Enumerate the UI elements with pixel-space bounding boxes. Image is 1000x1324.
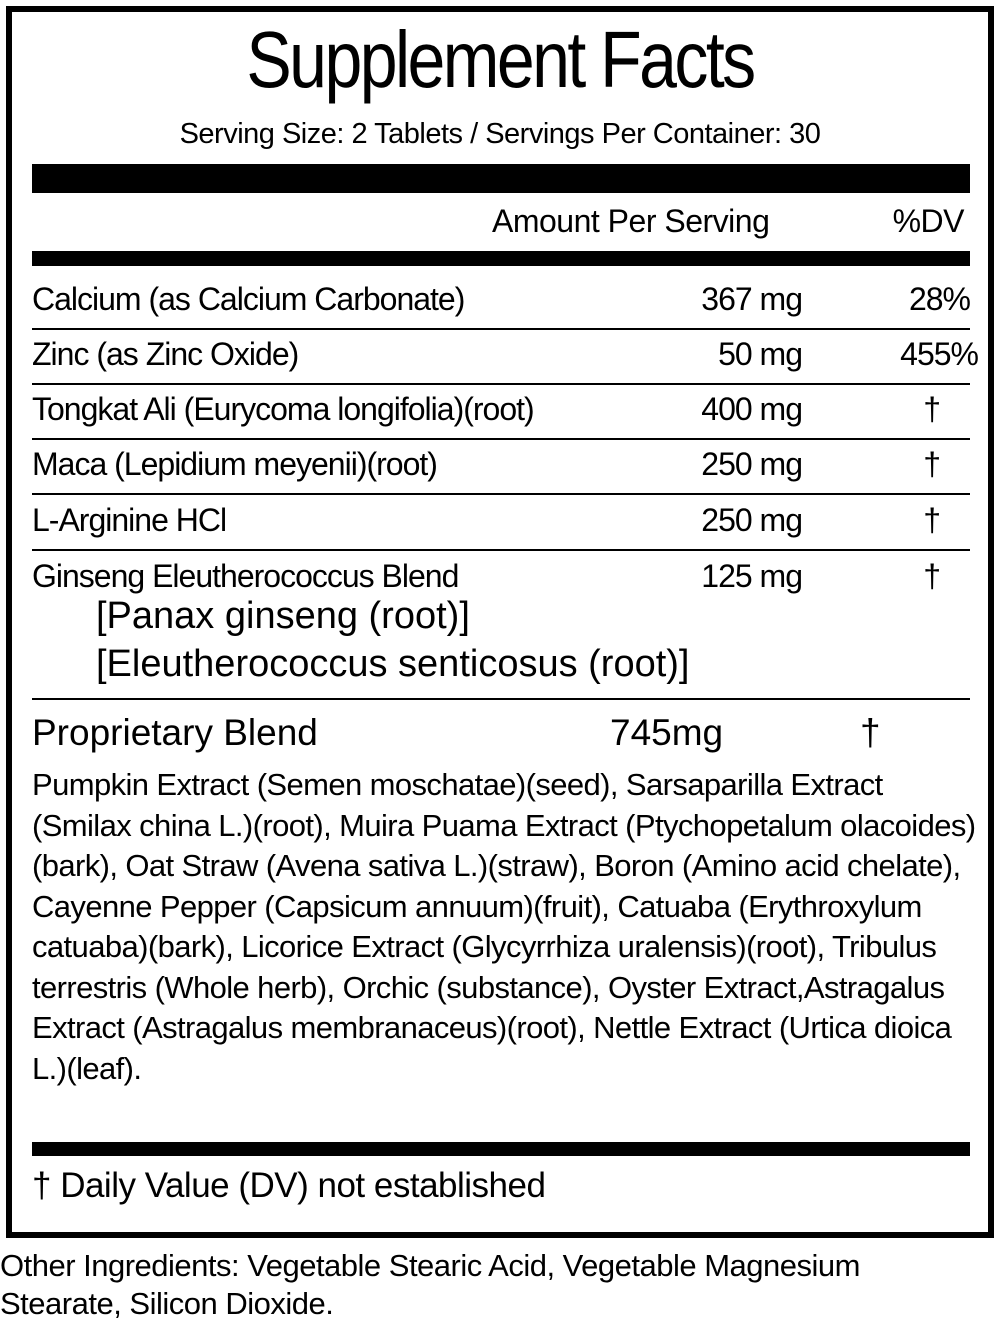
- blend-amount: 745mg: [610, 712, 724, 753]
- nutrient-row: Ginseng Eleutherococcus Blend 125 mg †: [32, 550, 970, 700]
- divider: [32, 1142, 970, 1156]
- footnote: † Daily Value (DV) not established: [32, 1166, 546, 1205]
- nutrient-amount: 250 mg: [701, 446, 803, 482]
- nutrient-dv: 28%: [908, 281, 971, 317]
- nutrient-dv: 455%: [900, 336, 979, 372]
- blend-ingredients: Pumpkin Extract (Semen moschatae)(seed),…: [32, 767, 976, 1086]
- blend-dv: †: [860, 712, 881, 753]
- nutrient-dv: †: [923, 558, 941, 594]
- nutrient-amount: 367 mg: [701, 281, 803, 317]
- nutrient-row: Tongkat Ali (Eurycoma longifolia)(root) 4…: [32, 383, 970, 440]
- amount-header: Amount Per Serving: [492, 203, 770, 239]
- serving-info: Serving Size: 2 Tablets / Servings Per C…: [179, 118, 821, 150]
- divider: [32, 251, 970, 266]
- divider: [32, 164, 970, 193]
- other-ingredients: Other Ingredients: Vegetable Stearic Aci…: [0, 1248, 860, 1321]
- panel-title: Supplement Facts: [246, 15, 756, 104]
- nutrient-name: Calcium (as Calcium Carbonate): [32, 281, 465, 317]
- nutrient-row: L-Arginine HCl 250 mg †: [32, 494, 970, 551]
- nutrient-name: Tongkat Ali (Eurycoma longifolia)(root): [32, 391, 535, 427]
- nutrient-row: Maca (Lepidium meyenii)(root) 250 mg †: [32, 438, 970, 495]
- nutrient-amount: 400 mg: [701, 391, 803, 427]
- nutrient-dv: †: [923, 446, 941, 482]
- nutrient-name: Maca (Lepidium meyenii)(root): [32, 446, 438, 482]
- nutrient-amount: 125 mg: [701, 558, 803, 594]
- nutrient-dv: †: [923, 502, 941, 538]
- nutrient-name: Zinc (as Zinc Oxide): [32, 336, 299, 372]
- sub-ingredient: [Eleutherococcus senticosus (root)]: [96, 643, 690, 685]
- nutrient-dv: †: [923, 391, 941, 427]
- dv-header: %DV: [892, 203, 965, 239]
- nutrient-name: L-Arginine HCl: [32, 502, 227, 538]
- nutrient-amount: 50 mg: [718, 336, 803, 372]
- blend-name: Proprietary Blend: [32, 712, 318, 753]
- nutrient-amount: 250 mg: [701, 502, 803, 538]
- supplement-facts-panel: [6, 6, 994, 1238]
- nutrient-row: Zinc (as Zinc Oxide) 50 mg 455%: [32, 328, 979, 385]
- nutrient-name: Ginseng Eleutherococcus Blend: [32, 558, 459, 594]
- nutrient-row: Calcium (as Calcium Carbonate) 367 mg 28%: [32, 273, 971, 330]
- sub-ingredient: [Panax ginseng (root)]: [96, 595, 470, 637]
